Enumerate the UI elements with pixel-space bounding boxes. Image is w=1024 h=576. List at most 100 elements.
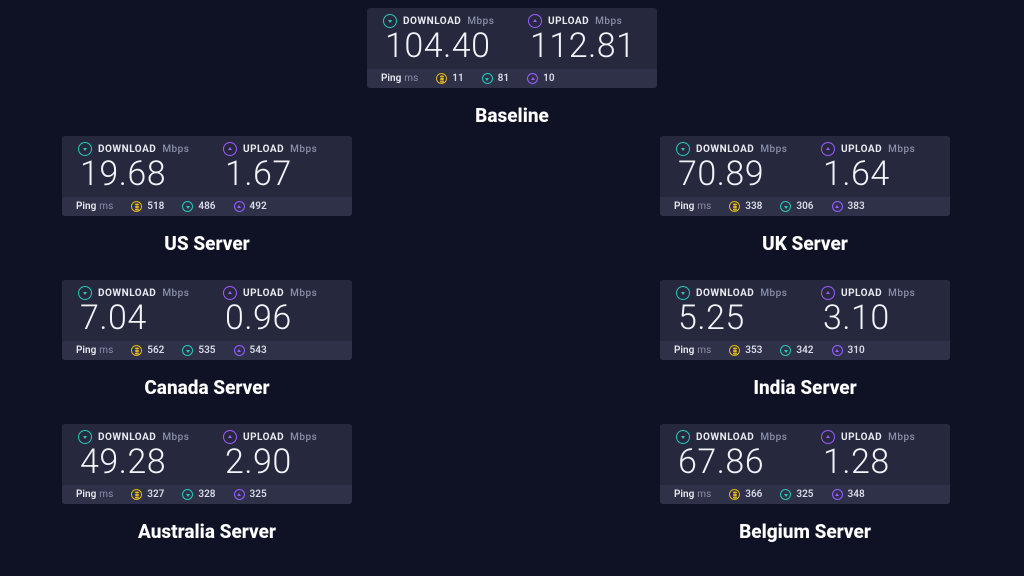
latency-icon xyxy=(729,345,740,356)
download-icon xyxy=(182,345,193,356)
speed-card-baseline: DOWNLOAD Mbps 104.40 UPLOAD Mbps 112.81 … xyxy=(367,8,657,88)
unit-mbps: Mbps xyxy=(162,432,189,443)
ping-label: Pingms xyxy=(674,201,711,212)
upload-value: 3.10 xyxy=(821,300,934,337)
upload-metric: UPLOAD Mbps 112.81 xyxy=(528,14,641,65)
download-label: DOWNLOAD xyxy=(696,288,754,299)
download-icon xyxy=(383,14,397,28)
upload-metric: UPLOADMbps 1.28 xyxy=(821,430,934,481)
caption-india: India Server xyxy=(660,376,950,399)
upload-icon xyxy=(832,345,843,356)
ping-label: Pingms xyxy=(381,73,418,84)
download-value: 70.89 xyxy=(676,156,789,193)
upload-icon xyxy=(234,489,245,500)
caption-belgium: Belgium Server xyxy=(660,520,950,543)
ping-row: Pingms 518 486 492 xyxy=(62,197,352,216)
download-metric: DOWNLOADMbps 67.86 xyxy=(676,430,789,481)
download-label: DOWNLOAD xyxy=(696,432,754,443)
ping-latency: 338 xyxy=(729,201,762,212)
download-icon xyxy=(78,142,92,156)
upload-icon xyxy=(821,430,835,444)
latency-icon xyxy=(131,201,142,212)
upload-icon xyxy=(832,201,843,212)
ping-latency: 11 xyxy=(436,73,463,84)
download-metric: DOWNLOAD Mbps 104.40 xyxy=(383,14,496,65)
upload-icon xyxy=(234,345,245,356)
download-icon xyxy=(676,430,690,444)
upload-icon xyxy=(223,430,237,444)
ping-row: Pingms 11 81 10 xyxy=(367,69,657,88)
metrics-row: DOWNLOAD Mbps 104.40 UPLOAD Mbps 112.81 xyxy=(377,14,647,65)
upload-icon xyxy=(527,73,538,84)
metrics-row: DOWNLOADMbps 5.25 UPLOADMbps 3.10 xyxy=(670,286,940,337)
ping-download: 328 xyxy=(182,489,215,500)
ping-row: Pingms 366 325 348 xyxy=(660,485,950,504)
upload-icon xyxy=(223,286,237,300)
caption-australia: Australia Server xyxy=(62,520,352,543)
unit-mbps: Mbps xyxy=(467,16,494,27)
unit-mbps: Mbps xyxy=(888,432,915,443)
speed-card-india: DOWNLOADMbps 5.25 UPLOADMbps 3.10 Pingms… xyxy=(660,280,950,360)
ping-upload: 383 xyxy=(832,201,865,212)
metrics-row: DOWNLOADMbps 19.68 UPLOADMbps 1.67 xyxy=(72,142,342,193)
download-label: DOWNLOAD xyxy=(696,144,754,155)
download-value: 19.68 xyxy=(78,156,191,193)
speed-card-us: DOWNLOADMbps 19.68 UPLOADMbps 1.67 Pingm… xyxy=(62,136,352,216)
upload-label: UPLOAD xyxy=(841,288,882,299)
download-label: DOWNLOAD xyxy=(403,16,461,27)
latency-icon xyxy=(729,489,740,500)
caption-canada: Canada Server xyxy=(62,376,352,399)
ping-row: Pingms 327 328 325 xyxy=(62,485,352,504)
unit-mbps: Mbps xyxy=(888,144,915,155)
upload-value: 112.81 xyxy=(528,28,641,65)
upload-value: 2.90 xyxy=(223,444,336,481)
metrics-row: DOWNLOADMbps 49.28 UPLOADMbps 2.90 xyxy=(72,430,342,481)
ping-download: 535 xyxy=(182,345,215,356)
download-icon xyxy=(676,142,690,156)
metrics-row: DOWNLOADMbps 70.89 UPLOADMbps 1.64 xyxy=(670,142,940,193)
caption-uk: UK Server xyxy=(660,232,950,255)
upload-label: UPLOAD xyxy=(243,288,284,299)
upload-label: UPLOAD xyxy=(243,432,284,443)
ping-download: 306 xyxy=(780,201,813,212)
upload-label: UPLOAD xyxy=(841,144,882,155)
upload-icon xyxy=(234,201,245,212)
download-icon xyxy=(182,489,193,500)
ping-download: 325 xyxy=(780,489,813,500)
ping-row: Pingms 353 342 310 xyxy=(660,341,950,360)
speed-card-australia: DOWNLOADMbps 49.28 UPLOADMbps 2.90 Pingm… xyxy=(62,424,352,504)
upload-icon xyxy=(821,286,835,300)
download-icon xyxy=(182,201,193,212)
latency-icon xyxy=(436,73,447,84)
upload-icon xyxy=(223,142,237,156)
ping-label: Pingms xyxy=(674,345,711,356)
caption-baseline: Baseline xyxy=(367,104,657,127)
download-value: 67.86 xyxy=(676,444,789,481)
speed-card-belgium: DOWNLOADMbps 67.86 UPLOADMbps 1.28 Pingm… xyxy=(660,424,950,504)
download-metric: DOWNLOADMbps 5.25 xyxy=(676,286,789,337)
download-value: 104.40 xyxy=(383,28,496,65)
upload-metric: UPLOAD Mbps 0.96 xyxy=(223,286,336,337)
download-icon xyxy=(78,286,92,300)
ping-row: Pingms 562 535 543 xyxy=(62,341,352,360)
download-icon xyxy=(780,489,791,500)
latency-icon xyxy=(729,201,740,212)
download-icon xyxy=(78,430,92,444)
ping-latency: 518 xyxy=(131,201,164,212)
upload-value: 0.96 xyxy=(223,300,336,337)
ping-label: Pingms xyxy=(76,345,113,356)
download-icon xyxy=(676,286,690,300)
unit-mbps: Mbps xyxy=(888,288,915,299)
upload-label: UPLOAD xyxy=(548,16,589,27)
ping-upload: 325 xyxy=(234,489,267,500)
download-label: DOWNLOAD xyxy=(98,432,156,443)
speed-card-uk: DOWNLOADMbps 70.89 UPLOADMbps 1.64 Pingm… xyxy=(660,136,950,216)
unit-mbps: Mbps xyxy=(162,144,189,155)
ping-upload: 543 xyxy=(234,345,267,356)
ping-latency: 327 xyxy=(131,489,164,500)
unit-mbps: Mbps xyxy=(290,288,317,299)
download-metric: DOWNLOADMbps 19.68 xyxy=(78,142,191,193)
unit-mbps: Mbps xyxy=(760,288,787,299)
upload-value: 1.28 xyxy=(821,444,934,481)
download-value: 49.28 xyxy=(78,444,191,481)
